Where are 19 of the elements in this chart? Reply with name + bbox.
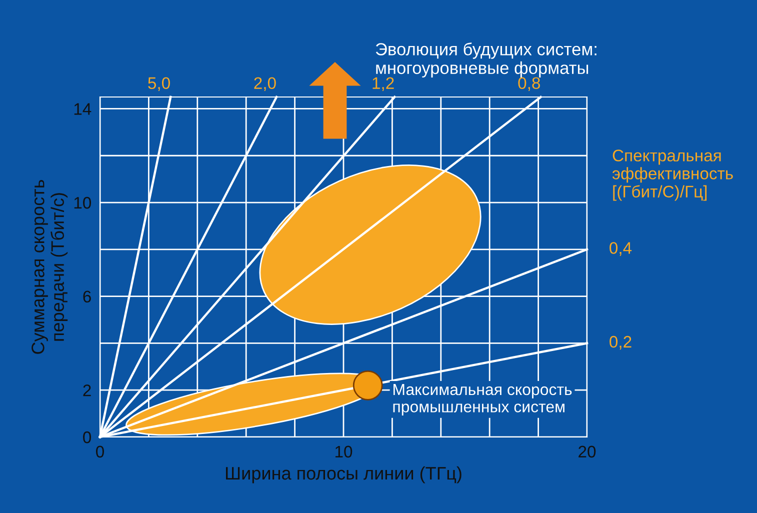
y-tick-label: 14 <box>74 103 92 115</box>
y-tick-label: 2 <box>83 384 91 396</box>
annotation: Максимальная скорость промышленных систем <box>393 384 572 416</box>
y-tick-label: 10 <box>74 196 92 209</box>
x-axis-title: Ширина полосы линии (ТГц) <box>226 466 462 484</box>
series-label: 5,0 <box>148 77 170 91</box>
x-tick-label: 20 <box>578 446 596 458</box>
text: Спектральная эффективность [(Гбит/С)/Гц] <box>612 150 733 201</box>
series-label: 1,2 <box>372 77 394 91</box>
y-tick-label: 6 <box>83 290 91 303</box>
text: Эволюция будущих систем: многоуровневые форматы <box>376 42 596 78</box>
series-label: 0,8 <box>518 77 540 91</box>
series-label: 2,0 <box>254 77 276 91</box>
y-axis-title: Суммарная скорость передачи (Тбит/с) <box>32 180 68 354</box>
series-label: 0,4 <box>610 242 632 256</box>
y-tick-label: 0 <box>83 431 92 444</box>
x-tick-label: 10 <box>336 446 352 458</box>
x-tick-label: 0 <box>96 446 104 458</box>
series-label: 0,2 <box>610 336 632 350</box>
